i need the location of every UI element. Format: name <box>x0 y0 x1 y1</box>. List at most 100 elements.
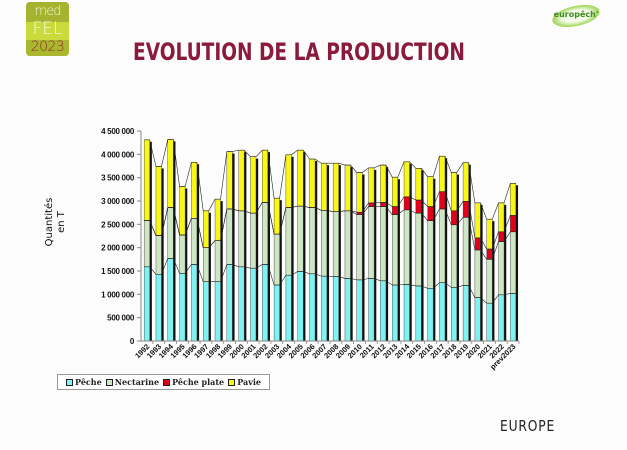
bar-peche-2015 <box>415 285 422 342</box>
bar-stack-2000 <box>238 149 247 342</box>
bar-peche-2022 <box>498 294 505 342</box>
bar-pavie-2012 <box>380 164 387 203</box>
bar-shadow <box>515 185 519 341</box>
bar-nectarine-2015 <box>415 212 422 287</box>
bar-peche_plate-2019 <box>462 201 469 218</box>
bar-nectarine-prev2023 <box>510 231 517 294</box>
series-connector-lines <box>144 139 516 304</box>
y-tick-label: 1 000 000 <box>101 290 135 299</box>
bar-peche_plate-prev2023 <box>510 215 517 232</box>
bar-shadow <box>421 170 424 341</box>
bar-peche-2004 <box>285 275 292 342</box>
bar-pavie-2003 <box>273 197 280 235</box>
legend-item-peche-plate: Pêche plate <box>163 377 224 387</box>
bar-shadow <box>173 141 176 341</box>
y-tick-label: 500 000 <box>107 314 135 323</box>
bar-nectarine-2018 <box>451 224 457 288</box>
bar-stack-2022 <box>498 202 507 342</box>
region-label: EUROPE <box>500 417 556 435</box>
bar-stack-1996 <box>191 162 200 342</box>
bar-peche-2011 <box>368 278 375 342</box>
bar-peche_plate-2021 <box>486 248 493 260</box>
bar-stack-2004 <box>285 154 294 342</box>
bar-pavie-1995 <box>179 186 186 236</box>
bar-peche-1994 <box>167 258 174 342</box>
bar-nectarine-2017 <box>439 208 446 283</box>
bar-stack-2010 <box>356 172 365 342</box>
bar-nectarine-1998 <box>214 240 221 282</box>
bar-stack-2011 <box>368 167 377 342</box>
bar-stack-1995 <box>179 186 188 342</box>
bar-stack-2005 <box>297 149 306 342</box>
bar-shadow <box>161 168 164 341</box>
y-tick-label: 4 000 000 <box>101 150 135 159</box>
bar-peche-1996 <box>191 264 198 342</box>
bar-peche-prev2023 <box>510 293 517 342</box>
bar-stack-2016 <box>427 176 436 342</box>
bar-stack-1998 <box>214 198 223 342</box>
bar-stack-2002 <box>262 149 270 342</box>
bar-nectarine-2012 <box>380 206 387 282</box>
bar-nectarine-2008 <box>332 211 339 277</box>
bar-pavie-2006 <box>309 158 316 208</box>
bar-peche-2005 <box>297 271 304 342</box>
bar-pavie-2011 <box>368 167 375 204</box>
bar-pavie-2015 <box>415 168 422 201</box>
bar-stack-2003 <box>273 197 282 342</box>
bar-peche-1993 <box>155 274 162 342</box>
bar-shadow <box>315 161 318 341</box>
bar-shadow <box>397 179 400 341</box>
bar-shadow <box>374 169 377 341</box>
bar-peche-1997 <box>203 281 209 342</box>
bar-nectarine-2009 <box>344 210 351 279</box>
legend-label-nectarine: Nectarine <box>114 377 160 387</box>
bar-peche-2018 <box>451 287 457 342</box>
bar-pavie-2008 <box>332 162 339 212</box>
bar-stack-2018 <box>451 172 459 342</box>
bar-pavie-2019 <box>462 162 469 202</box>
bar-stack-2020 <box>474 202 483 342</box>
bar-peche_plate-2018 <box>451 210 457 226</box>
bar-peche_plate-2016 <box>427 206 434 221</box>
bar-nectarine-1995 <box>179 234 186 274</box>
bar-stack-2006 <box>309 158 318 342</box>
bar-peche_plate-2013 <box>392 206 398 215</box>
bar-pavie-1996 <box>191 162 198 219</box>
bar-peche_plate-2017 <box>439 191 446 210</box>
bar-nectarine-2020 <box>474 249 481 298</box>
bar-peche-2019 <box>462 285 469 342</box>
bar-peche-2009 <box>344 278 351 342</box>
bar-peche-2006 <box>309 273 316 342</box>
y-axis: 0 500 000 1 000 000 1 500 000 2 000 000 2 500… <box>101 127 142 346</box>
bar-nectarine-2007 <box>321 210 328 277</box>
bars <box>143 139 519 342</box>
bar-nectarine-1992 <box>143 220 150 268</box>
y-tick-label: 2 500 000 <box>101 220 135 229</box>
bar-stack-1993 <box>155 166 164 342</box>
bar-nectarine-2013 <box>392 214 398 286</box>
bar-nectarine-1996 <box>191 218 198 265</box>
bar-stack-2001 <box>250 156 259 342</box>
bar-shadow <box>338 165 341 341</box>
bar-nectarine-2019 <box>462 217 469 286</box>
bar-peche_plate-2020 <box>474 237 481 251</box>
bar-nectarine-2016 <box>427 220 434 289</box>
bar-shadow <box>244 152 247 341</box>
bar-peche_plate-2014 <box>403 196 410 211</box>
y-tick-label: 4 500 000 <box>101 127 135 136</box>
legend-label-peche-plate: Pêche plate <box>172 377 225 387</box>
y-tick-label: 2 000 000 <box>101 244 135 253</box>
legend-swatch-nectarine <box>105 378 113 386</box>
bar-shadow <box>291 156 294 341</box>
bar-pavie-2001 <box>250 156 257 214</box>
bar-nectarine-2011 <box>368 206 375 279</box>
bar-stack-2014 <box>403 161 412 342</box>
bar-pavie-1993 <box>155 166 162 236</box>
bar-shadow <box>492 221 495 341</box>
x-axis: 1992199319941995199619971998199920002001… <box>133 340 520 371</box>
bar-stack-2012 <box>380 164 389 342</box>
bar-peche_plate-2022 <box>498 231 505 242</box>
bar-peche-2016 <box>427 288 434 342</box>
bar-shadow <box>362 174 365 341</box>
